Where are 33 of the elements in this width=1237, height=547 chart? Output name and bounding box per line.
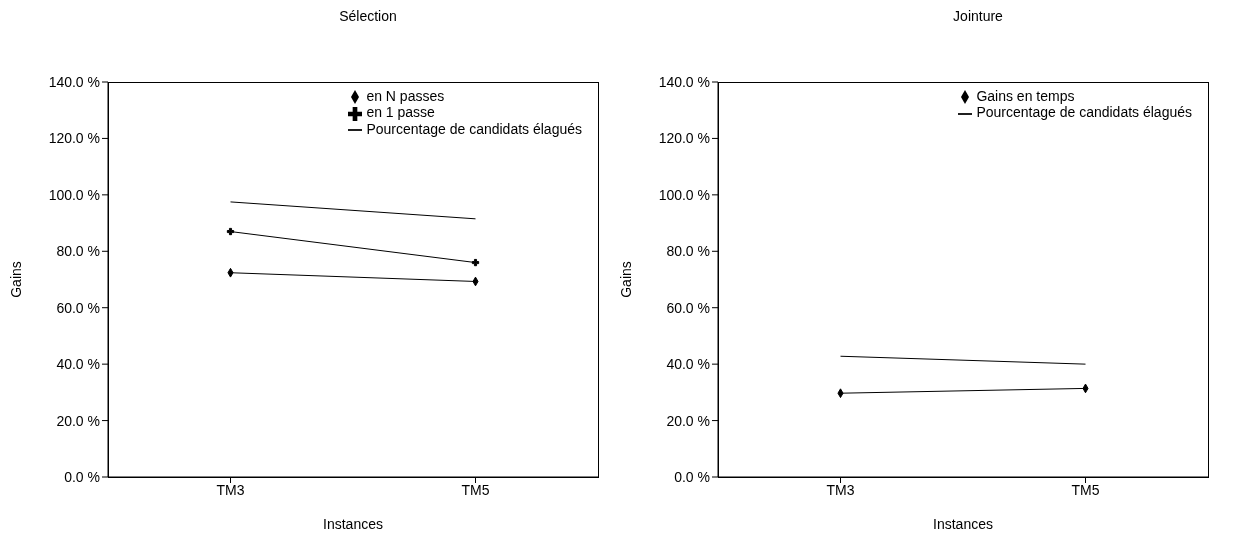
y-tick-label: 40.0 % bbox=[56, 356, 100, 373]
x-tick-label: TM5 bbox=[461, 481, 490, 498]
legend-label: Pourcentage de candidats élagués bbox=[976, 104, 1192, 121]
y-tick-label: 40.0 % bbox=[666, 356, 710, 373]
y-tick-label: 80.0 % bbox=[666, 243, 710, 260]
point bbox=[471, 258, 480, 267]
x-tick-label: TM3 bbox=[216, 481, 245, 498]
y-axis-title: Gains bbox=[7, 261, 24, 298]
point bbox=[226, 227, 235, 236]
y-tick-label: 20.0 % bbox=[666, 412, 710, 429]
chart-title: Sélection bbox=[338, 8, 398, 26]
y-tick-label: 60.0 % bbox=[666, 299, 710, 316]
x-axis-title: Instances bbox=[933, 516, 993, 532]
x-tick-label: TM5 bbox=[1071, 481, 1100, 498]
x-axis-title: Instances bbox=[323, 516, 383, 532]
y-tick-label: 0.0 % bbox=[674, 468, 710, 485]
y-tick-label: 120.0 % bbox=[48, 130, 100, 147]
y-axis-title: Gains bbox=[617, 261, 634, 298]
chart-title: Jointure bbox=[952, 8, 1004, 26]
y-tick-label: 140.0 % bbox=[658, 73, 710, 90]
y-tick-label: 60.0 % bbox=[56, 299, 100, 316]
y-tick-label: 100.0 % bbox=[48, 186, 100, 203]
y-tick-label: 120.0 % bbox=[658, 130, 710, 147]
legend-label: en N passes bbox=[366, 88, 445, 104]
legend-label: Pourcentage de candidats élagués bbox=[366, 120, 582, 137]
legend-label: en 1 passe bbox=[366, 104, 435, 121]
y-tick-label: 100.0 % bbox=[658, 186, 710, 203]
x-tick-label: TM3 bbox=[826, 481, 855, 498]
y-tick-label: 0.0 % bbox=[64, 468, 100, 485]
legend-label: Gains en temps bbox=[976, 88, 1075, 104]
y-tick-label: 20.0 % bbox=[56, 412, 100, 429]
y-tick-label: 80.0 % bbox=[56, 243, 100, 260]
y-tick-label: 140.0 % bbox=[48, 73, 100, 90]
